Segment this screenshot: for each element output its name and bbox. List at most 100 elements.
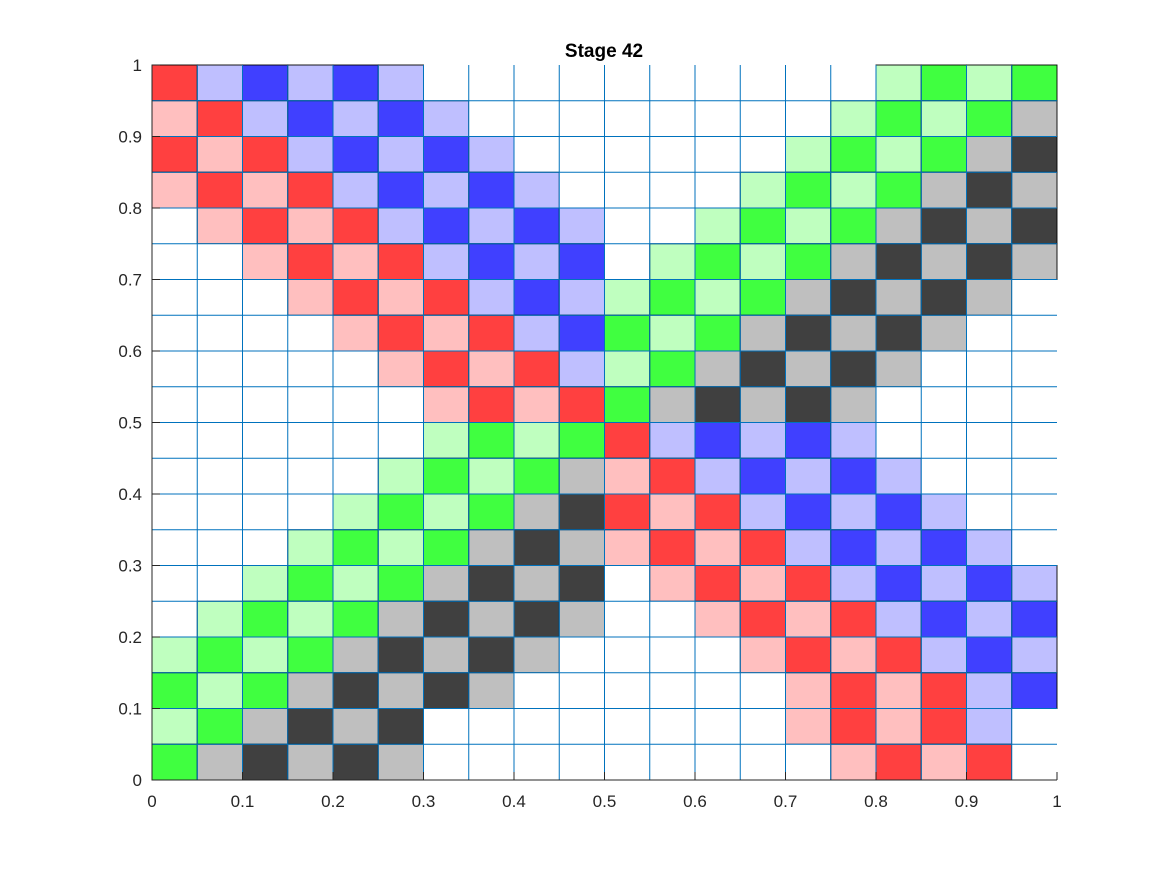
heatmap-cell	[830, 422, 877, 459]
heatmap-cell	[966, 529, 1013, 566]
heatmap-cell	[423, 565, 470, 602]
heatmap-cell	[875, 100, 922, 137]
heatmap-cell	[785, 386, 832, 423]
heatmap-cell	[332, 493, 379, 531]
heatmap-cell	[333, 351, 379, 387]
heatmap-cell	[1011, 422, 1057, 459]
heatmap-cell	[423, 708, 469, 745]
heatmap-cell	[151, 171, 198, 209]
heatmap-cell	[377, 600, 424, 638]
heatmap-cell	[558, 386, 605, 423]
heatmap-cell	[287, 422, 333, 459]
heatmap-cell	[604, 279, 651, 316]
heatmap-cell	[966, 315, 1012, 351]
heatmap-cell	[468, 672, 515, 709]
heatmap-cell	[694, 314, 741, 352]
heatmap-cell	[377, 350, 424, 388]
heatmap-cell	[1011, 279, 1057, 316]
heatmap-cell	[966, 351, 1012, 387]
heatmap-cell	[830, 243, 877, 280]
heatmap-cell	[875, 529, 922, 566]
heatmap-cell	[513, 207, 560, 245]
x-tick-label: 0.7	[774, 792, 798, 811]
heatmap-cell	[242, 315, 288, 351]
heatmap-cell	[196, 636, 243, 674]
heatmap-cell	[378, 386, 424, 423]
heatmap-cell	[151, 64, 198, 102]
heatmap-cell	[151, 136, 198, 173]
heatmap-cell	[649, 672, 695, 709]
heatmap-cell	[332, 708, 379, 745]
heatmap-cell	[649, 422, 696, 459]
heatmap-cell	[559, 172, 605, 208]
heatmap-cell	[287, 136, 334, 173]
heatmap-cell	[378, 422, 424, 459]
heatmap-cell	[377, 64, 424, 102]
heatmap-cell	[468, 708, 514, 745]
heatmap-cell	[875, 314, 922, 352]
heatmap-cell	[514, 65, 560, 101]
heatmap-cell	[558, 314, 605, 352]
heatmap-cell	[875, 493, 922, 531]
heatmap-cell	[785, 100, 831, 137]
heatmap-cell	[242, 743, 289, 781]
heatmap-cell	[332, 136, 379, 173]
heatmap-cell	[468, 171, 515, 209]
x-tick-label: 0.1	[231, 792, 255, 811]
heatmap-cell	[558, 243, 605, 280]
heatmap-cell	[739, 171, 786, 209]
heatmap-cell	[604, 601, 650, 637]
heatmap-cell	[1011, 386, 1057, 423]
heatmap-cell	[830, 708, 877, 745]
heatmap-cell	[1011, 636, 1058, 674]
heatmap-cell	[377, 672, 424, 709]
heatmap-cell	[197, 565, 243, 602]
heatmap-cell	[604, 65, 650, 101]
heatmap-cell	[695, 172, 741, 208]
heatmap-cell	[694, 279, 741, 316]
heatmap-cell	[287, 100, 334, 137]
heatmap-cell	[830, 565, 877, 602]
heatmap-cell	[875, 64, 922, 102]
heatmap-cell	[875, 243, 922, 280]
heatmap-cell	[242, 600, 289, 638]
heatmap-cell	[920, 136, 967, 173]
heatmap-cell	[242, 100, 289, 137]
y-tick-label: 0.7	[118, 271, 142, 290]
heatmap-cell	[695, 100, 741, 137]
heatmap-cell	[513, 457, 560, 495]
heatmap-cell	[377, 243, 424, 280]
heatmap-cell	[196, 100, 243, 137]
chart-title: Stage 42	[565, 41, 643, 62]
heatmap-cell	[559, 100, 605, 137]
heatmap-cell	[966, 565, 1013, 602]
heatmap-cell	[468, 350, 515, 388]
heatmap-cell	[242, 494, 288, 530]
heatmap-cell	[604, 493, 651, 531]
heatmap-cell	[875, 636, 922, 674]
heatmap-cell	[559, 637, 605, 673]
heatmap-cell	[694, 422, 741, 459]
heatmap-cell	[514, 708, 560, 745]
heatmap-cell	[604, 100, 650, 137]
heatmap-cell	[694, 493, 741, 531]
heatmap-cell	[423, 171, 470, 209]
heatmap-cell	[423, 65, 469, 101]
x-tick-label: 0.3	[412, 792, 436, 811]
heatmap-cell	[242, 136, 289, 173]
heatmap-cell	[468, 65, 514, 101]
heatmap-cell	[332, 743, 379, 781]
heatmap-cell	[242, 64, 289, 102]
heatmap-cell	[1011, 243, 1058, 280]
heatmap-cell	[513, 279, 560, 316]
heatmap-cell	[739, 493, 786, 531]
y-tick-label: 1	[133, 56, 142, 75]
heatmap-cell	[196, 600, 243, 638]
heatmap-cell	[649, 136, 695, 173]
heatmap-cell	[423, 457, 470, 495]
heatmap-cell	[694, 207, 741, 245]
heatmap-cell	[513, 386, 560, 423]
heatmap-cell	[558, 422, 605, 459]
heatmap-cell	[287, 458, 333, 494]
heatmap-cell	[423, 207, 470, 245]
